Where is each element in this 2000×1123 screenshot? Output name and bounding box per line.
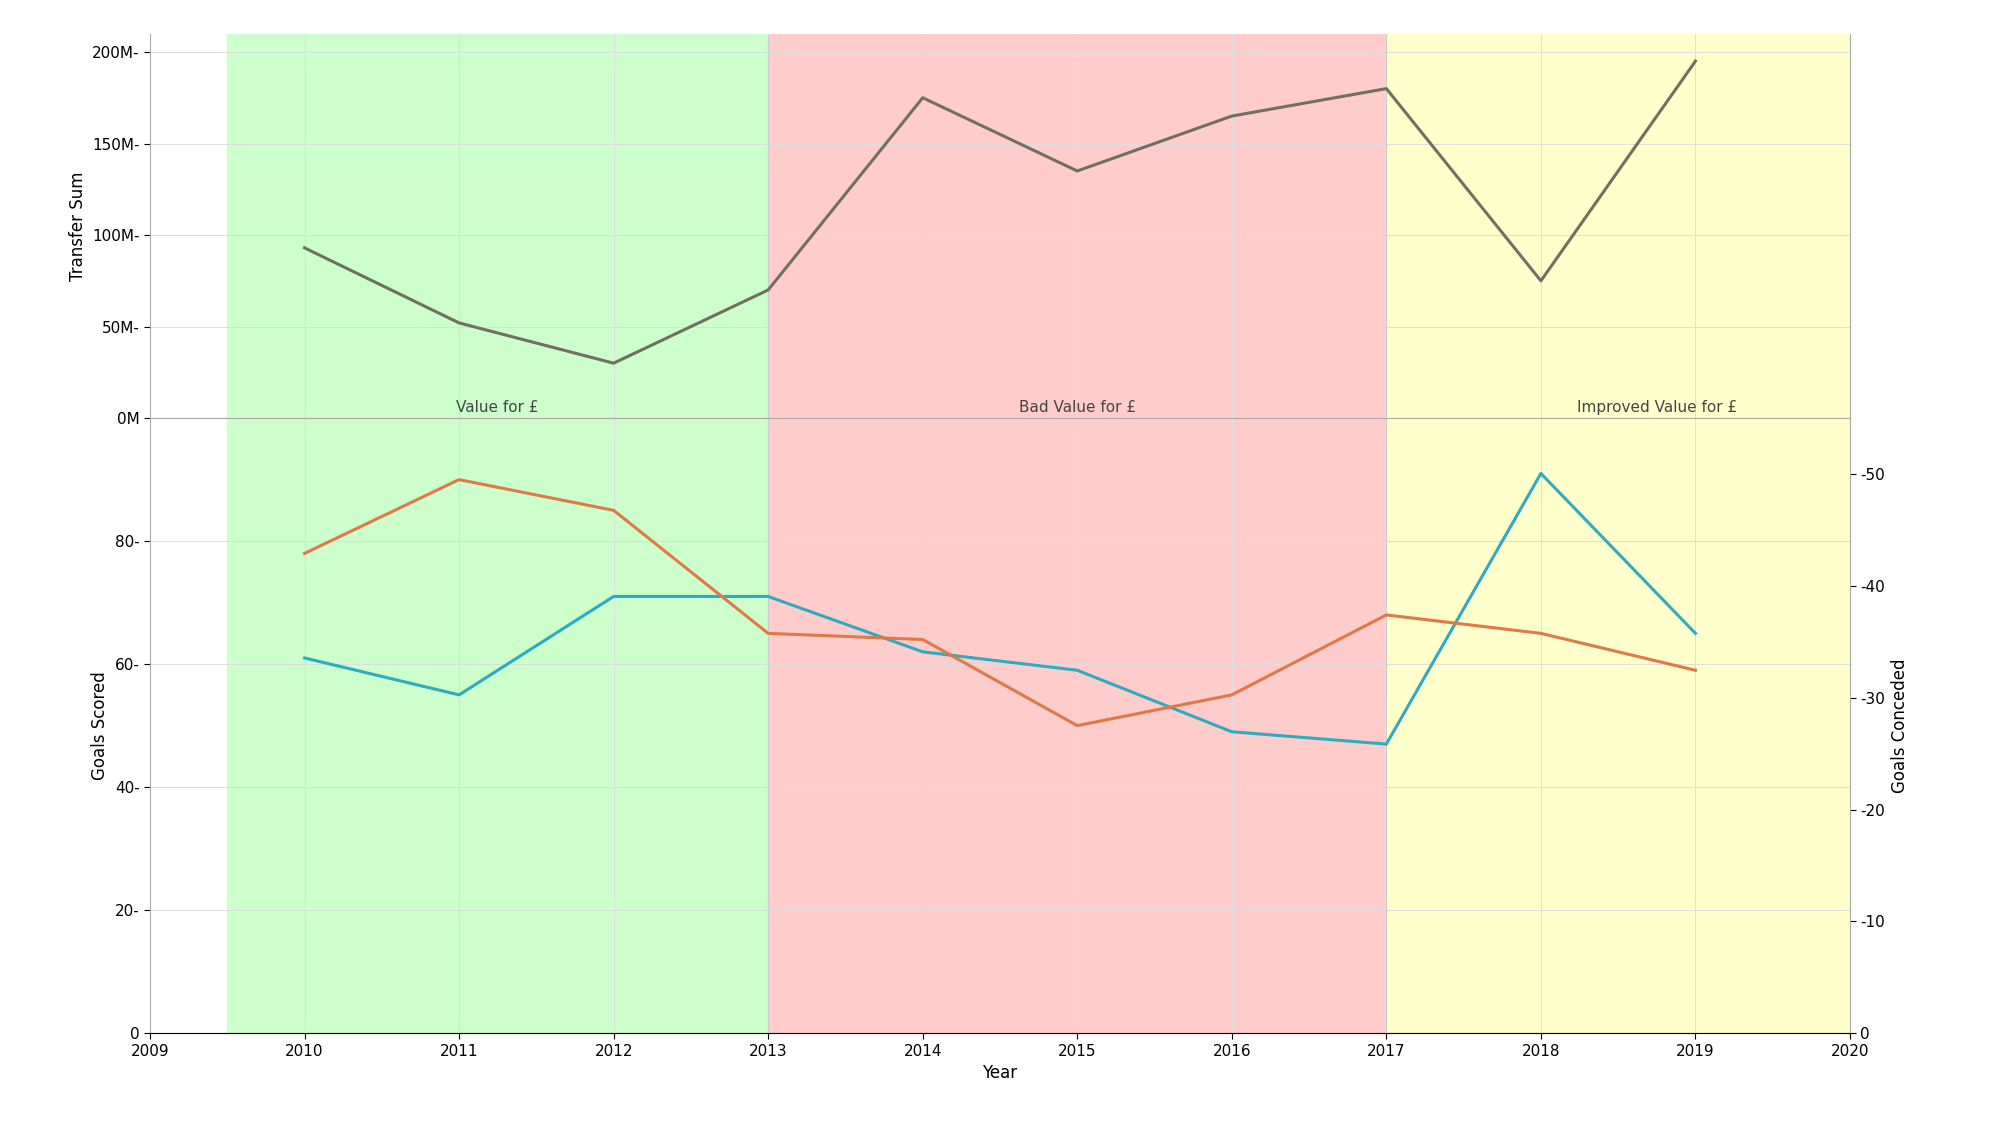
Text: Value for £: Value for £ xyxy=(456,401,540,416)
Y-axis label: Goals Scored: Goals Scored xyxy=(92,672,110,780)
Text: Improved Value for £: Improved Value for £ xyxy=(1576,401,1736,416)
Y-axis label: Transfer Sum: Transfer Sum xyxy=(68,171,86,281)
Bar xyxy=(768,418,1386,1033)
Text: Bad Value for £: Bad Value for £ xyxy=(1018,401,1136,416)
Bar xyxy=(228,34,768,418)
X-axis label: Year: Year xyxy=(982,1065,1018,1083)
Bar xyxy=(228,418,768,1033)
Bar xyxy=(768,34,1386,418)
Bar xyxy=(1386,418,1928,1033)
Y-axis label: Goals Conceded: Goals Conceded xyxy=(1890,658,1908,793)
Bar xyxy=(1386,34,1928,418)
